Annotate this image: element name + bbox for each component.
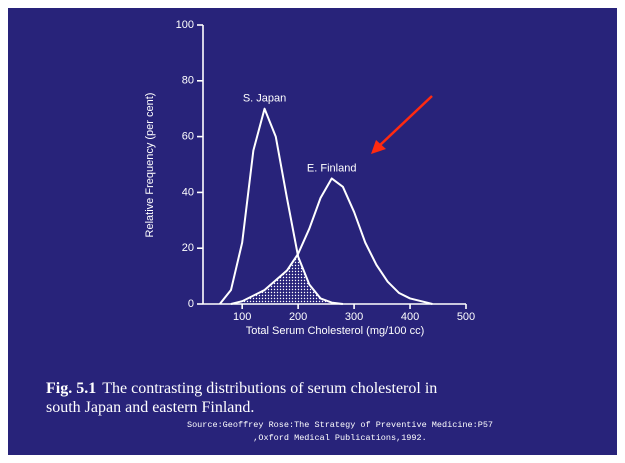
y-tick-label: 20 <box>182 242 194 254</box>
caption: Fig. 5.1 The contrasting distributions of… <box>46 380 437 397</box>
y-tick-label: 0 <box>188 298 194 310</box>
y-tick-label: 100 <box>176 19 194 31</box>
x-tick-label: 300 <box>345 311 363 323</box>
series-label: S. Japan <box>243 93 286 105</box>
x-tick-label: 200 <box>289 311 307 323</box>
caption-label: Fig. 5.1 <box>46 380 96 397</box>
slide-background <box>8 8 617 455</box>
y-tick-label: 40 <box>182 186 194 198</box>
y-axis-label: Relative Frequency (per cent) <box>144 93 156 238</box>
caption-line: south Japan and eastern Finland. <box>46 399 254 416</box>
series-label: E. Finland <box>307 162 357 174</box>
y-tick-label: 60 <box>182 131 194 143</box>
source-line: Source:Geoffrey Rose:The Strategy of Pre… <box>187 420 493 430</box>
x-axis-label: Total Serum Cholesterol (mg/100 cc) <box>246 325 425 337</box>
series-line <box>219 107 344 305</box>
x-tick-label: 400 <box>401 311 419 323</box>
y-tick-label: 80 <box>182 75 194 87</box>
red-arrow <box>371 95 433 154</box>
x-tick-label: 100 <box>233 311 251 323</box>
caption-line: The contrasting distributions of serum c… <box>102 380 437 397</box>
x-tick-label: 500 <box>457 311 475 323</box>
series-line <box>230 177 433 305</box>
source-line: ,Oxford Medical Publications,1992. <box>253 433 426 443</box>
